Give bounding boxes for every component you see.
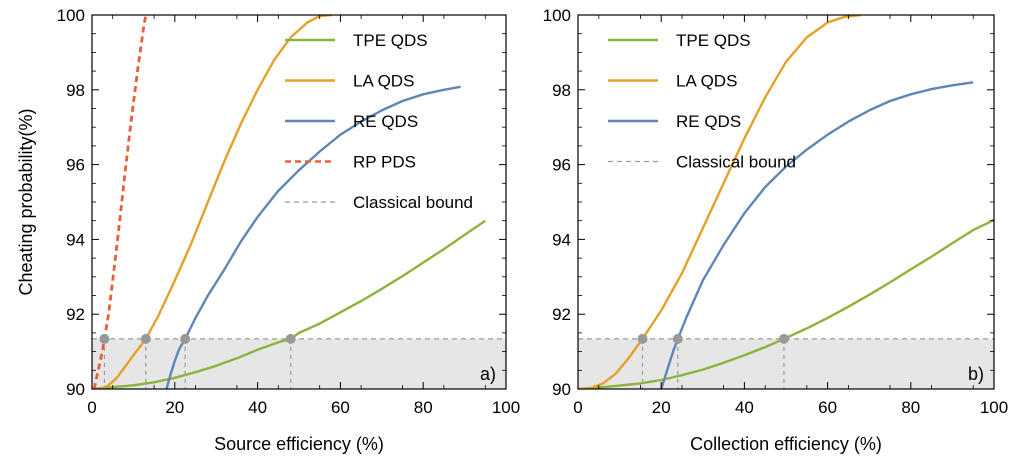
y-tick-label: 100 [57,6,85,25]
x-axis-title: Collection efficiency (%) [690,434,882,454]
intersection-point [285,333,296,344]
y-tick-label: 92 [552,305,571,324]
legend-label: TPE QDS [676,31,751,50]
plot-frame [577,14,995,390]
y-tick-label: 100 [543,6,571,25]
intersection-point [637,333,648,344]
y-axis-title: Cheating probability(%) [16,108,36,295]
x-tick-label: 0 [87,398,96,417]
series-line-rp-pds [92,15,148,389]
x-axis-title: Source efficiency (%) [214,434,384,454]
x-tick-label: 20 [165,398,184,417]
intersection-point [778,333,789,344]
x-tick-label: 100 [980,398,1008,417]
y-tick-label: 96 [66,156,85,175]
legend-label: LA QDS [353,72,414,91]
x-tick-label: 40 [248,398,267,417]
intersection-point [180,333,191,344]
chart-panel-1: 0 20 40 60 80 100 90 92 94 96 98 100 Source efficien… [16,6,520,454]
series-line-re-qds [660,81,974,389]
x-tick-label: 20 [652,398,671,417]
y-tick-label: 90 [552,380,571,399]
legend-label: RP PDS [353,153,416,172]
panel-label: b) [968,364,984,384]
y-tick-label: 94 [552,230,571,249]
legend-label: TPE QDS [353,31,428,50]
series-line-la-qds [578,15,862,389]
y-tick-label: 96 [552,156,571,175]
x-tick-label: 60 [818,398,837,417]
panel-label: a) [480,364,496,384]
y-tick-label: 98 [66,81,85,100]
y-tick-label: 90 [66,380,85,399]
series-line-re-qds [165,85,461,389]
x-tick-label: 80 [901,398,920,417]
x-tick-label: 100 [492,398,520,417]
intersection-point [672,333,683,344]
x-tick-label: 40 [735,398,754,417]
legend-label: LA QDS [676,72,737,91]
y-tick-label: 92 [66,305,85,324]
series-line-la-qds [92,15,333,389]
classical-region [578,338,994,389]
x-tick-label: 0 [573,398,582,417]
legend-label: Classical bound [353,193,473,212]
x-tick-label: 80 [414,398,433,417]
y-tick-label: 94 [66,230,85,249]
legend-label: RE QDS [353,112,418,131]
chart-panel-2: 0 20 40 60 80 100 90 92 94 96 98 100 Collection effi… [543,6,1009,454]
intersection-point [140,333,151,344]
intersection-point [99,333,110,344]
y-tick-label: 98 [552,81,571,100]
legend-label: RE QDS [676,112,741,131]
x-tick-label: 60 [331,398,350,417]
legend-label: Classical bound [676,153,796,172]
